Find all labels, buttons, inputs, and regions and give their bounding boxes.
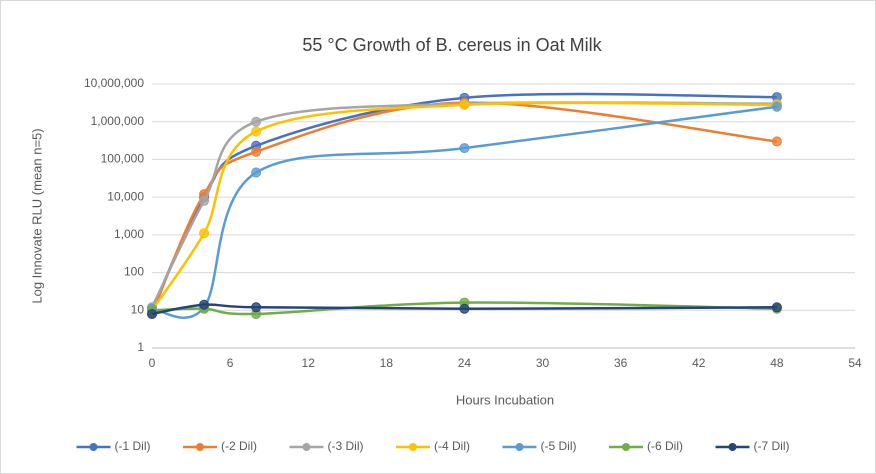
y-tick-label: 100 (124, 265, 144, 279)
x-tick-label: 48 (770, 356, 784, 370)
data-point (251, 302, 262, 313)
x-tick-label: 36 (614, 356, 628, 370)
x-tick-label: 18 (380, 356, 394, 370)
data-point (771, 136, 782, 147)
legend-label: (-4 Dil) (434, 439, 470, 453)
legend-marker (515, 443, 524, 451)
y-axis-title: Log Innovate RLU (mean n=5) (29, 128, 44, 303)
y-tick-label: 1,000,000 (91, 114, 145, 128)
legend-label: (-2 Dil) (221, 439, 257, 453)
x-axis-title: Hours Incubation (456, 392, 554, 407)
legend-label: (-6 Dil) (647, 439, 683, 453)
series-line (150, 101, 778, 315)
y-tick-label: 10 (131, 302, 145, 316)
legend-label: (-5 Dil) (541, 439, 577, 453)
x-tick-label: 42 (692, 356, 706, 370)
data-point (199, 195, 210, 206)
legend-label: (-1 Dil) (115, 439, 151, 453)
data-point (459, 303, 470, 314)
x-tick-label: 12 (302, 356, 316, 370)
data-point (251, 167, 262, 178)
legend-marker (89, 443, 98, 451)
data-point (251, 146, 262, 157)
legend-marker (728, 443, 737, 451)
y-tick-label: 1,000 (114, 227, 144, 241)
x-tick-label: 54 (848, 356, 862, 370)
legend-marker (622, 443, 630, 451)
data-point (459, 99, 470, 110)
y-tick-label: 100,000 (101, 152, 145, 166)
x-tick-label: 24 (458, 356, 472, 370)
x-tick-label: 30 (536, 356, 550, 370)
data-point (147, 308, 157, 319)
legend-marker (409, 443, 417, 451)
x-tick-label: 6 (227, 356, 234, 370)
data-point (771, 302, 782, 313)
legend-label: (-7 Dil) (754, 439, 790, 453)
data-point (251, 126, 262, 137)
x-tick-label: 0 (149, 356, 156, 370)
data-point (251, 116, 262, 127)
y-tick-label: 10,000 (107, 189, 144, 203)
chart-title: 55 °C Growth of B. cereus in Oat Milk (302, 35, 602, 55)
data-point (199, 299, 210, 310)
data-point (771, 101, 782, 112)
series-line (150, 101, 777, 311)
legend-marker (196, 443, 204, 451)
data-point (459, 143, 470, 154)
legend-label: (-3 Dil) (328, 439, 364, 453)
data-point (199, 228, 210, 239)
y-tick-label: 10,000,000 (84, 76, 144, 90)
legend-marker (302, 443, 311, 451)
y-tick-label: 1 (137, 340, 144, 354)
